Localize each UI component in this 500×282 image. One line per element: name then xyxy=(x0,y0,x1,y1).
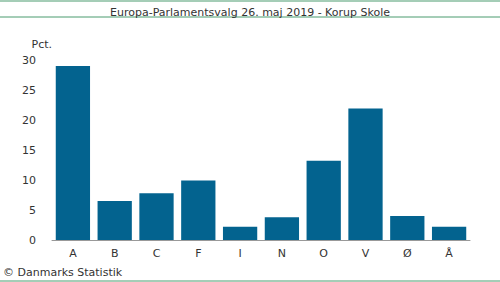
svg-text:C: C xyxy=(153,247,161,260)
svg-text:I: I xyxy=(238,247,241,260)
svg-text:0: 0 xyxy=(29,234,36,247)
svg-text:N: N xyxy=(278,247,286,260)
svg-text:V: V xyxy=(362,247,370,260)
svg-text:Ø: Ø xyxy=(403,247,412,260)
svg-text:5: 5 xyxy=(29,204,36,217)
svg-text:20: 20 xyxy=(22,114,36,127)
svg-text:F: F xyxy=(195,247,201,260)
svg-text:30: 30 xyxy=(22,54,36,67)
svg-text:© Danmarks Statistik: © Danmarks Statistik xyxy=(3,266,123,279)
svg-text:10: 10 xyxy=(22,174,36,187)
svg-text:15: 15 xyxy=(22,144,36,157)
svg-text:Å: Å xyxy=(445,247,453,260)
svg-text:Pct.: Pct. xyxy=(32,38,53,51)
svg-text:O: O xyxy=(319,247,328,260)
svg-text:A: A xyxy=(69,247,77,260)
svg-text:25: 25 xyxy=(22,84,36,97)
svg-text:Europa-Parlamentsvalg 26. maj: Europa-Parlamentsvalg 26. maj 2019 - Kor… xyxy=(110,6,390,19)
svg-text:B: B xyxy=(111,247,119,260)
